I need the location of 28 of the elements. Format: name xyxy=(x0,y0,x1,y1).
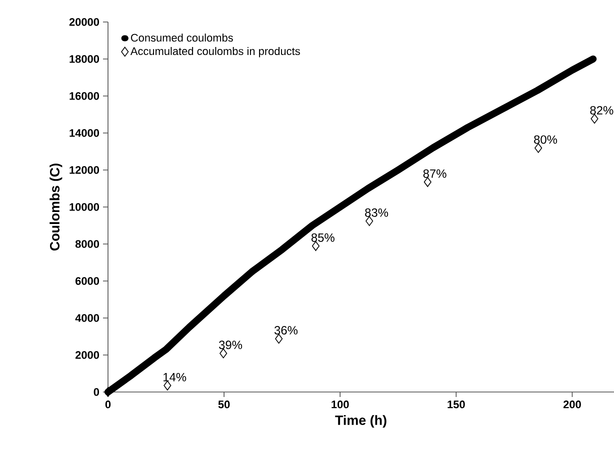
y-tick-label: 12000 xyxy=(70,166,100,174)
annotation: 36% xyxy=(274,326,298,335)
y-tick-label: 0 xyxy=(94,388,100,396)
y-axis-title: Coulombs (C) xyxy=(50,164,62,251)
annotation: 83% xyxy=(365,208,388,217)
annotation: 80% xyxy=(534,135,558,144)
x-tick-label: 0 xyxy=(105,400,111,408)
y-tick-label: 2000 xyxy=(75,351,100,359)
annotation: 82% xyxy=(590,106,614,115)
y-tick-label: 16000 xyxy=(70,92,100,100)
y-tick-label: 8000 xyxy=(75,240,100,248)
legend-label: Consumed coulombs xyxy=(131,34,233,42)
annotation: 39% xyxy=(219,340,242,350)
x-tick-label: 200 xyxy=(563,400,581,408)
y-tick-label: 4000 xyxy=(75,314,100,322)
annotation: 14% xyxy=(164,372,186,382)
y-tick-label: 14000 xyxy=(70,129,100,137)
y-tick-label: 20000 xyxy=(69,18,100,26)
annotation: 85% xyxy=(311,233,334,242)
y-tick-label: 18000 xyxy=(70,55,100,63)
x-tick-label: 50 xyxy=(218,400,230,408)
x-tick-label: 150 xyxy=(448,400,465,408)
x-axis-title: Time (h) xyxy=(335,415,386,428)
legend-label: Accumulated coulombs in products xyxy=(130,47,300,58)
y-tick-label: 6000 xyxy=(76,277,100,285)
y-tick-label: 10000 xyxy=(70,203,100,211)
x-tick-label: 100 xyxy=(332,400,349,408)
annotation: 87% xyxy=(423,169,446,178)
